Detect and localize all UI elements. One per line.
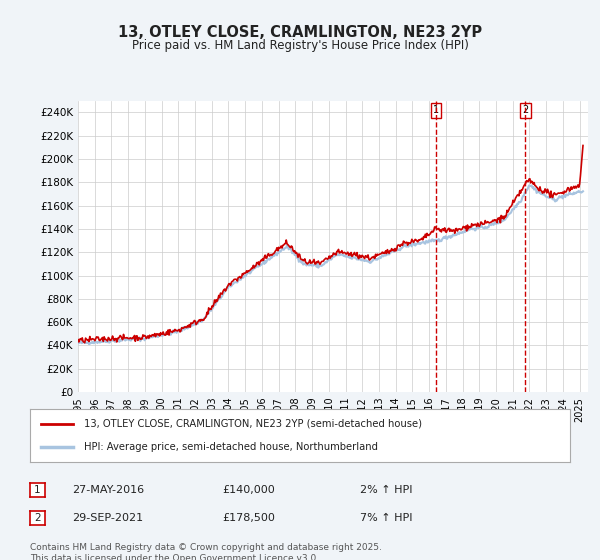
Text: £140,000: £140,000 xyxy=(222,485,275,495)
Text: Price paid vs. HM Land Registry's House Price Index (HPI): Price paid vs. HM Land Registry's House … xyxy=(131,39,469,52)
Text: 1: 1 xyxy=(34,485,41,494)
Text: 13, OTLEY CLOSE, CRAMLINGTON, NE23 2YP: 13, OTLEY CLOSE, CRAMLINGTON, NE23 2YP xyxy=(118,25,482,40)
Text: 7% ↑ HPI: 7% ↑ HPI xyxy=(360,513,413,523)
Text: 2: 2 xyxy=(522,105,529,115)
Text: 29-SEP-2021: 29-SEP-2021 xyxy=(72,513,143,523)
Text: 13, OTLEY CLOSE, CRAMLINGTON, NE23 2YP (semi-detached house): 13, OTLEY CLOSE, CRAMLINGTON, NE23 2YP (… xyxy=(84,419,422,429)
Text: HPI: Average price, semi-detached house, Northumberland: HPI: Average price, semi-detached house,… xyxy=(84,442,378,452)
Text: Contains HM Land Registry data © Crown copyright and database right 2025.
This d: Contains HM Land Registry data © Crown c… xyxy=(30,543,382,560)
Text: 1: 1 xyxy=(433,105,439,115)
Text: 2% ↑ HPI: 2% ↑ HPI xyxy=(360,485,413,495)
Text: 2: 2 xyxy=(34,513,41,522)
Text: 27-MAY-2016: 27-MAY-2016 xyxy=(72,485,144,495)
Text: £178,500: £178,500 xyxy=(222,513,275,523)
